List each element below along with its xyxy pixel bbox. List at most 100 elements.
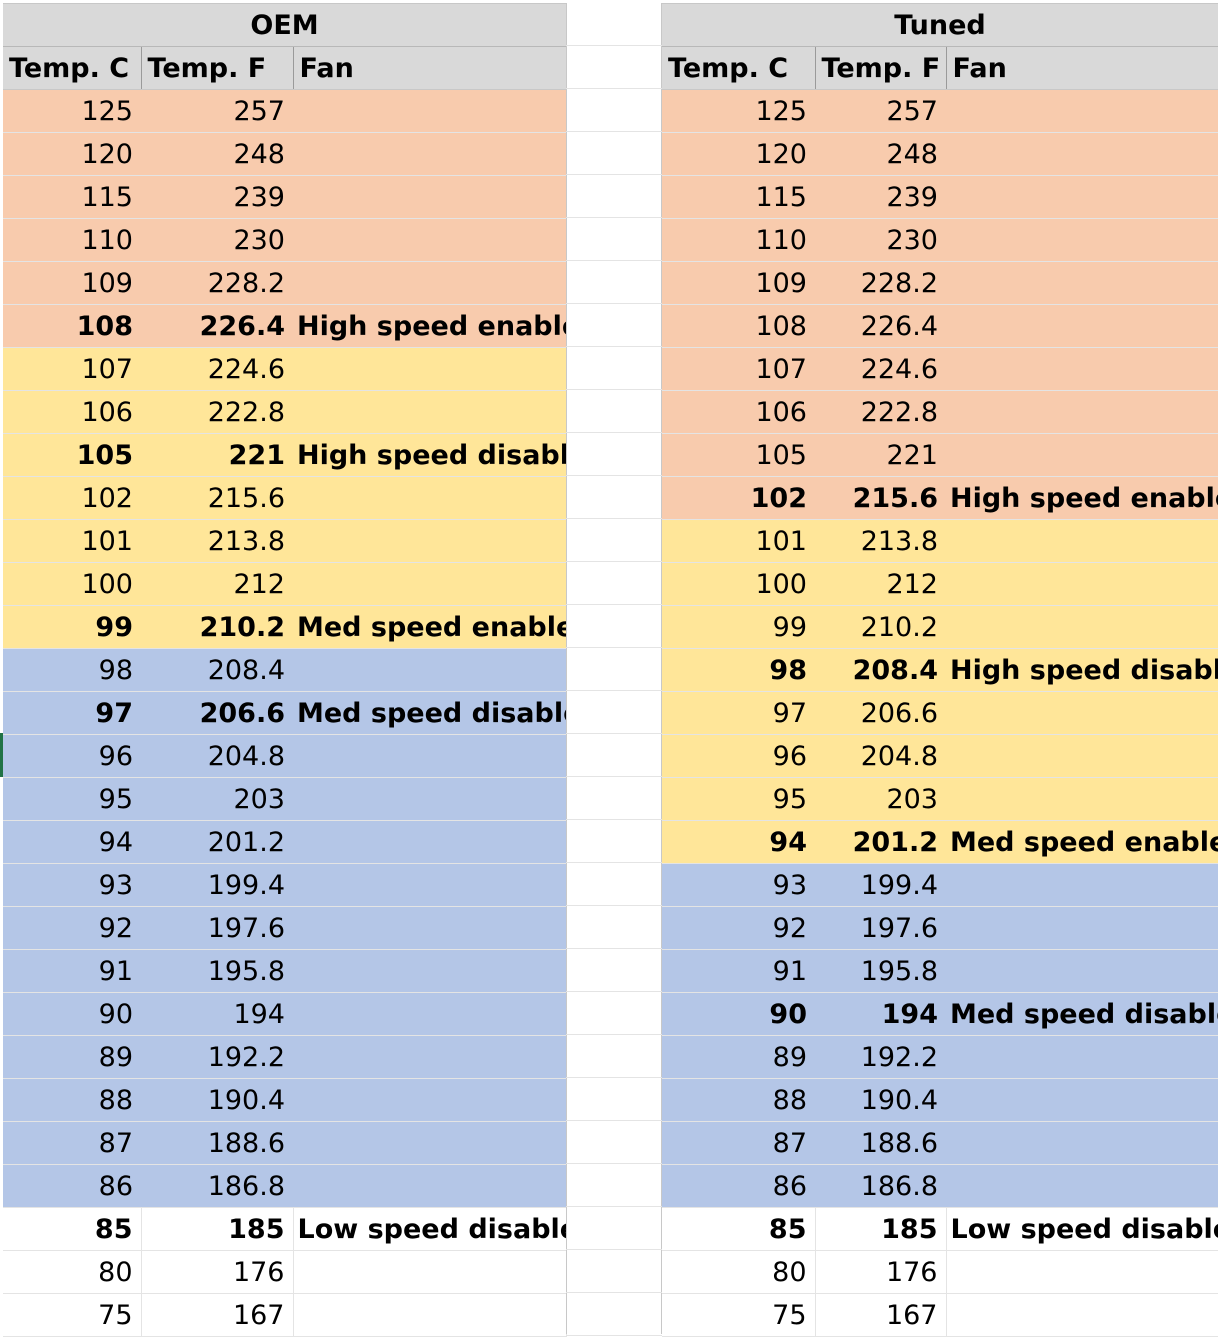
- cell-fan[interactable]: [293, 648, 567, 692]
- cell-temp-f[interactable]: 192.2: [815, 1035, 946, 1079]
- cell-fan[interactable]: [946, 261, 1218, 305]
- cell-temp-c[interactable]: 109: [662, 261, 815, 305]
- cell-fan[interactable]: [293, 1293, 567, 1337]
- cell-temp-c[interactable]: 105: [662, 433, 815, 477]
- cell-temp-f[interactable]: 195.8: [141, 949, 293, 993]
- cell-temp-f[interactable]: 248: [815, 132, 946, 176]
- cell-temp-f[interactable]: 226.4: [141, 304, 293, 348]
- oem-header-fan[interactable]: Fan: [293, 46, 567, 90]
- cell-temp-c[interactable]: 102: [662, 476, 815, 520]
- cell-temp-f[interactable]: 188.6: [141, 1121, 293, 1165]
- cell-fan[interactable]: [293, 777, 567, 821]
- cell-fan[interactable]: Med speed disable: [293, 691, 567, 735]
- cell-fan[interactable]: [293, 1035, 567, 1079]
- cell-temp-c[interactable]: 90: [662, 992, 815, 1036]
- cell-fan[interactable]: [293, 519, 567, 563]
- cell-fan[interactable]: [293, 1164, 567, 1208]
- cell-temp-c[interactable]: 96: [3, 734, 141, 778]
- cell-temp-c[interactable]: 120: [662, 132, 815, 176]
- cell-fan[interactable]: [946, 1164, 1218, 1208]
- cell-temp-c[interactable]: 120: [3, 132, 141, 176]
- cell-temp-f[interactable]: 197.6: [815, 906, 946, 950]
- oem-title[interactable]: OEM: [3, 3, 567, 47]
- cell-fan[interactable]: [946, 605, 1218, 649]
- cell-fan[interactable]: High speed enable: [293, 304, 567, 348]
- cell-temp-f[interactable]: 221: [815, 433, 946, 477]
- cell-temp-f[interactable]: 185: [815, 1207, 947, 1251]
- cell-fan[interactable]: [946, 390, 1218, 434]
- cell-temp-c[interactable]: 86: [3, 1164, 141, 1208]
- cell-fan[interactable]: [293, 476, 567, 520]
- cell-temp-f[interactable]: 208.4: [815, 648, 946, 692]
- cell-temp-f[interactable]: 192.2: [141, 1035, 293, 1079]
- cell-temp-c[interactable]: 86: [662, 1164, 815, 1208]
- cell-temp-c[interactable]: 109: [3, 261, 141, 305]
- cell-temp-f[interactable]: 222.8: [815, 390, 946, 434]
- cell-temp-c[interactable]: 125: [662, 89, 815, 133]
- cell-temp-c[interactable]: 98: [3, 648, 141, 692]
- cell-temp-f[interactable]: 199.4: [815, 863, 946, 907]
- cell-fan[interactable]: [946, 863, 1218, 907]
- cell-temp-f[interactable]: 230: [815, 218, 946, 262]
- tuned-header-temp-c[interactable]: Temp. C: [662, 46, 816, 90]
- cell-fan[interactable]: [946, 562, 1218, 606]
- cell-temp-c[interactable]: 91: [3, 949, 141, 993]
- cell-temp-c[interactable]: 102: [3, 476, 141, 520]
- cell-temp-f[interactable]: 212: [141, 562, 293, 606]
- cell-temp-f[interactable]: 239: [141, 175, 293, 219]
- oem-header-temp-f[interactable]: Temp. F: [141, 46, 294, 90]
- cell-fan[interactable]: [293, 89, 567, 133]
- cell-temp-c[interactable]: 115: [662, 175, 815, 219]
- tuned-title[interactable]: Tuned: [662, 3, 1218, 47]
- cell-fan[interactable]: High speed enable: [946, 476, 1218, 520]
- cell-temp-c[interactable]: 105: [3, 433, 141, 477]
- cell-temp-f[interactable]: 176: [141, 1250, 294, 1294]
- cell-temp-c[interactable]: 96: [662, 734, 815, 778]
- cell-fan[interactable]: [946, 132, 1218, 176]
- cell-temp-c[interactable]: 85: [662, 1207, 816, 1251]
- cell-temp-c[interactable]: 88: [3, 1078, 141, 1122]
- cell-temp-f[interactable]: 230: [141, 218, 293, 262]
- cell-fan[interactable]: High speed disable: [946, 648, 1218, 692]
- cell-temp-f[interactable]: 188.6: [815, 1121, 946, 1165]
- cell-temp-f[interactable]: 203: [815, 777, 946, 821]
- cell-temp-f[interactable]: 186.8: [141, 1164, 293, 1208]
- cell-fan[interactable]: [293, 949, 567, 993]
- cell-temp-f[interactable]: 221: [141, 433, 293, 477]
- cell-temp-c[interactable]: 80: [662, 1250, 816, 1294]
- cell-temp-c[interactable]: 106: [3, 390, 141, 434]
- cell-fan[interactable]: [946, 949, 1218, 993]
- cell-fan[interactable]: [946, 304, 1218, 348]
- cell-temp-f[interactable]: 210.2: [141, 605, 293, 649]
- cell-temp-c[interactable]: 88: [662, 1078, 815, 1122]
- cell-temp-c[interactable]: 95: [3, 777, 141, 821]
- cell-temp-c[interactable]: 101: [662, 519, 815, 563]
- cell-temp-f[interactable]: 215.6: [815, 476, 946, 520]
- cell-temp-c[interactable]: 108: [662, 304, 815, 348]
- cell-temp-f[interactable]: 206.6: [141, 691, 293, 735]
- cell-fan[interactable]: [946, 1121, 1218, 1165]
- cell-temp-f[interactable]: 186.8: [815, 1164, 946, 1208]
- cell-temp-c[interactable]: 94: [662, 820, 815, 864]
- cell-temp-f[interactable]: 226.4: [815, 304, 946, 348]
- cell-temp-c[interactable]: 75: [3, 1293, 142, 1337]
- cell-temp-f[interactable]: 204.8: [815, 734, 946, 778]
- cell-temp-c[interactable]: 90: [3, 992, 141, 1036]
- cell-temp-f[interactable]: 203: [141, 777, 293, 821]
- cell-temp-f[interactable]: 206.6: [815, 691, 946, 735]
- cell-temp-f[interactable]: 197.6: [141, 906, 293, 950]
- cell-temp-f[interactable]: 199.4: [141, 863, 293, 907]
- cell-fan[interactable]: [293, 734, 567, 778]
- cell-temp-f[interactable]: 224.6: [815, 347, 946, 391]
- cell-temp-c[interactable]: 110: [662, 218, 815, 262]
- cell-fan[interactable]: [293, 863, 567, 907]
- cell-temp-f[interactable]: 167: [815, 1293, 947, 1337]
- cell-temp-c[interactable]: 107: [3, 347, 141, 391]
- cell-temp-c[interactable]: 87: [662, 1121, 815, 1165]
- cell-temp-f[interactable]: 194: [141, 992, 293, 1036]
- cell-fan[interactable]: [946, 777, 1218, 821]
- cell-temp-f[interactable]: 208.4: [141, 648, 293, 692]
- cell-temp-f[interactable]: 176: [815, 1250, 947, 1294]
- cell-temp-c[interactable]: 108: [3, 304, 141, 348]
- cell-temp-c[interactable]: 97: [3, 691, 141, 735]
